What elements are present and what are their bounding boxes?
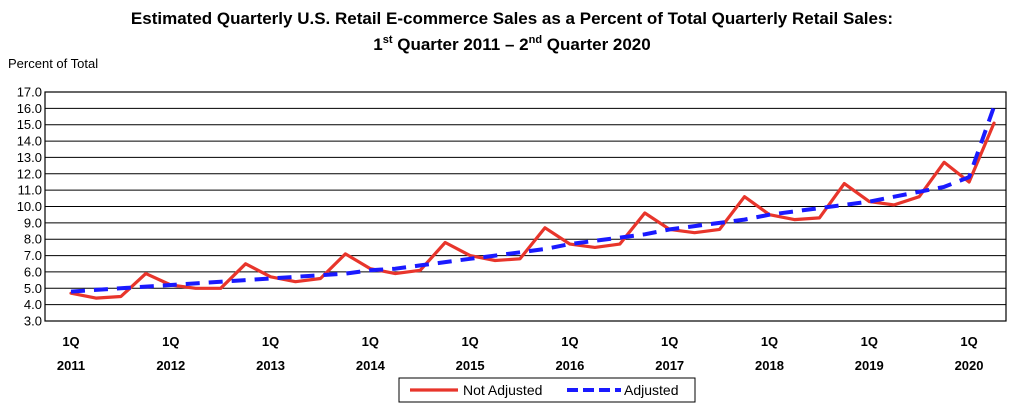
x-tick-year-label: 2017 — [655, 358, 684, 373]
x-tick-year-label: 2016 — [555, 358, 584, 373]
y-tick-label: 14.0 — [17, 134, 42, 149]
x-tick-year-label: 2015 — [456, 358, 485, 373]
x-tick-year-label: 2011 — [57, 358, 85, 373]
x-tick-quarter-label: 1Q — [761, 334, 778, 349]
y-tick-label: 9.0 — [24, 215, 42, 230]
series-line-adjusted — [70, 106, 996, 294]
x-tick-quarter-label: 1Q — [461, 334, 478, 349]
x-tick-year-label: 2018 — [755, 358, 784, 373]
y-tick-label: 17.0 — [17, 85, 42, 100]
y-tick-labels: 3.0 4.05.0 6.07.08.0 9.010.011.0 12.013.014.… — [17, 85, 42, 329]
y-tick-label: 16.0 — [17, 101, 42, 116]
x-tick-quarter-label: 1Q — [661, 334, 678, 349]
x-tick-quarter-label: 1Q — [362, 334, 379, 349]
y-tick-label: 5.0 — [24, 281, 42, 296]
x-tick-year-label: 2014 — [356, 358, 386, 373]
x-tick-year-label: 2012 — [156, 358, 185, 373]
chart-title-line1: Estimated Quarterly U.S. Retail E-commer… — [131, 9, 893, 28]
y-tick-label: 12.0 — [17, 166, 42, 181]
y-tick-label: 8.0 — [24, 232, 42, 247]
legend-label: Adjusted — [624, 382, 678, 398]
y-tick-label: 6.0 — [24, 264, 42, 279]
x-tick-quarter-label: 1Q — [960, 334, 977, 349]
x-tick-quarter-label: 1Q — [62, 334, 79, 349]
y-tick-label: 7.0 — [24, 248, 42, 263]
chart-title-line2: 1st Quarter 2011 – 2nd Quarter 2020 — [373, 34, 650, 54]
legend-label: Not Adjusted — [463, 382, 542, 398]
y-tick-label: 10.0 — [17, 199, 42, 214]
x-tick-labels: 1Q 2011 1Q 2012 1Q 2013 1Q 2014 1Q 2015 1Q 2016 1Q 20… — [57, 334, 984, 373]
x-tick-quarter-label: 1Q — [861, 334, 878, 349]
x-tick-year-label: 2013 — [256, 358, 285, 373]
y-tick-label: 3.0 — [24, 314, 42, 329]
y-tick-label: 4.0 — [24, 297, 42, 312]
series-line-not-adjusted — [69, 121, 996, 300]
y-tick-label: 15.0 — [17, 117, 42, 132]
x-tick-year-label: 2020 — [955, 358, 984, 373]
x-tick-quarter-label: 1Q — [262, 334, 279, 349]
plot-border — [44, 91, 1007, 322]
legend: Not Adjusted Adjusted — [398, 377, 696, 403]
series-lines — [69, 106, 996, 300]
x-tick-year-label: 2019 — [855, 358, 884, 373]
y-axis-label: Percent of Total — [8, 56, 98, 71]
grid-lines — [45, 91, 1006, 322]
y-tick-label: 11.0 — [18, 183, 42, 198]
x-tick-quarter-label: 1Q — [162, 334, 179, 349]
x-tick-quarter-label: 1Q — [561, 334, 578, 349]
y-tick-label: 13.0 — [17, 150, 42, 165]
